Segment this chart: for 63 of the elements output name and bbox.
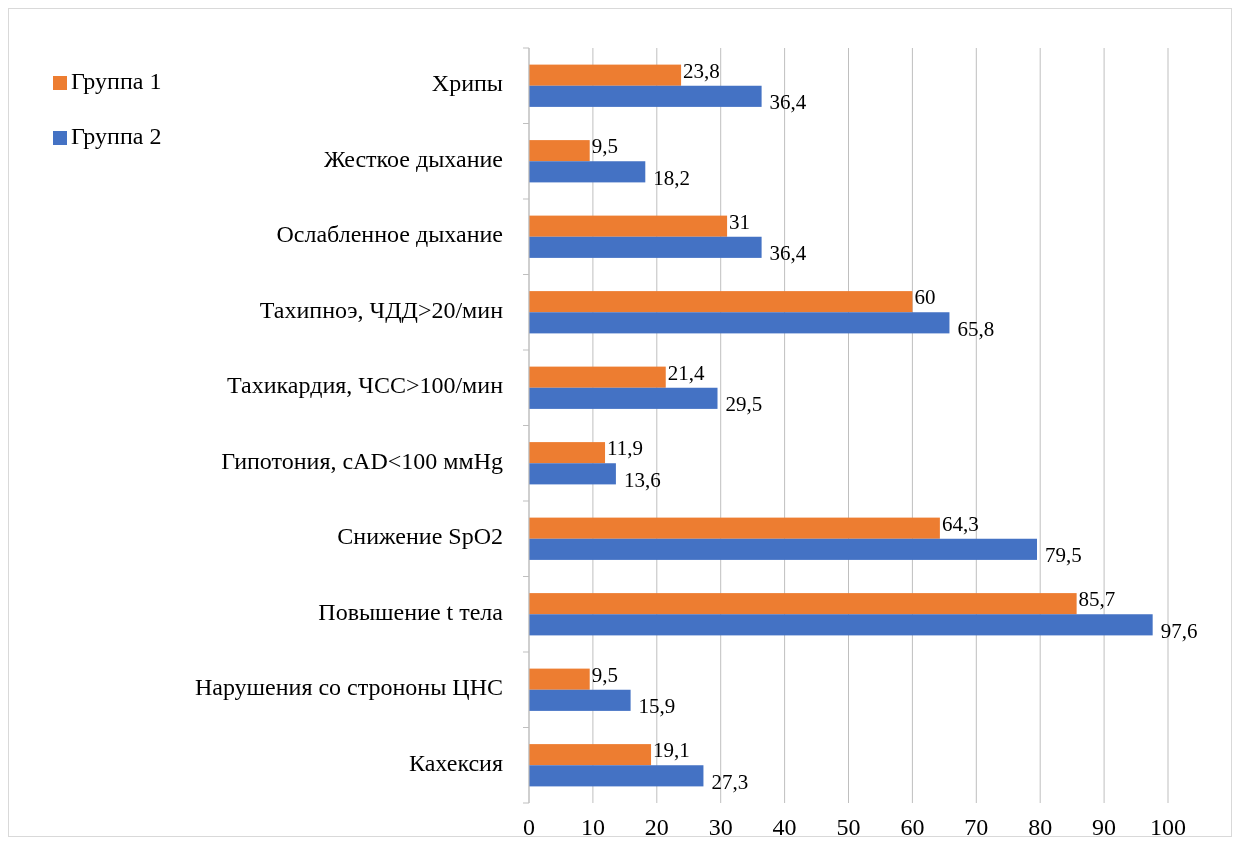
y-tick-label: Тахикардия, ЧСС>100/мин [227,372,504,399]
bar [529,291,913,313]
x-tick-label: 70 [964,814,989,840]
bar [529,215,728,237]
y-tick-label: Гипотония, сAD<100 ммHg [221,447,503,474]
y-tick-label: Жесткое дыхание [323,145,503,172]
data-label: 13,6 [623,467,661,492]
bar [529,366,666,388]
x-tick-label: 50 [836,814,861,840]
data-label: 19,1 [653,738,690,763]
data-label: 36,4 [769,90,807,115]
data-label: 21,4 [667,360,705,385]
y-tick-label: Тахипноэ, ЧДД>20/мин [259,296,504,323]
y-tick-label: Ослабленное дыхание [276,221,503,248]
x-tick-label: 30 [708,814,733,840]
bar [529,387,718,409]
bar [529,312,950,334]
y-tick-label: Кахексия [409,749,503,776]
x-tick-label: 80 [1028,814,1053,840]
x-tick-label: 60 [900,814,925,840]
bar [529,668,590,690]
bar [529,161,646,183]
bar [529,517,940,539]
y-tick-label: Хрипы [431,70,503,97]
bar [529,442,606,464]
data-label: 15,9 [638,694,676,719]
data-label: 9,5 [591,134,618,159]
data-label: 97,6 [1160,618,1198,643]
y-tick-label: Снижение SpO2 [337,523,503,550]
bar [529,765,704,787]
x-tick-label: 10 [580,814,605,840]
bar [529,614,1153,636]
bar [529,593,1077,615]
y-tick-label: Повышение t тела [318,598,504,625]
data-label: 85,7 [1078,587,1116,612]
data-label: 65,8 [957,316,995,341]
data-label: 29,5 [725,392,763,417]
bar [529,744,652,766]
legend-label: Группа 2 [71,122,162,149]
y-tick-label: Нарушения со строноны ЦНС [194,674,503,701]
data-label: 31 [729,209,751,234]
bar [529,85,762,107]
x-tick-label: 20 [644,814,669,840]
data-label: 18,2 [653,165,691,190]
x-tick-label: 90 [1092,814,1117,840]
data-label: 60 [914,285,936,310]
x-tick-label: 0 [523,814,535,840]
data-label: 11,9 [607,436,644,461]
x-tick-label: 100 [1150,814,1186,840]
data-label: 79,5 [1045,543,1082,568]
bar [529,538,1038,560]
data-label: 9,5 [591,662,618,687]
bar [529,236,762,258]
bar [529,689,631,711]
bar [529,140,590,162]
bar [529,463,616,485]
data-label: 36,4 [769,241,807,266]
data-label: 23,8 [683,58,720,83]
data-label: 27,3 [711,769,749,794]
bar [529,64,682,86]
x-tick-label: 40 [772,814,797,840]
data-label: 64,3 [941,511,979,536]
legend-label: Группа 1 [71,67,162,94]
